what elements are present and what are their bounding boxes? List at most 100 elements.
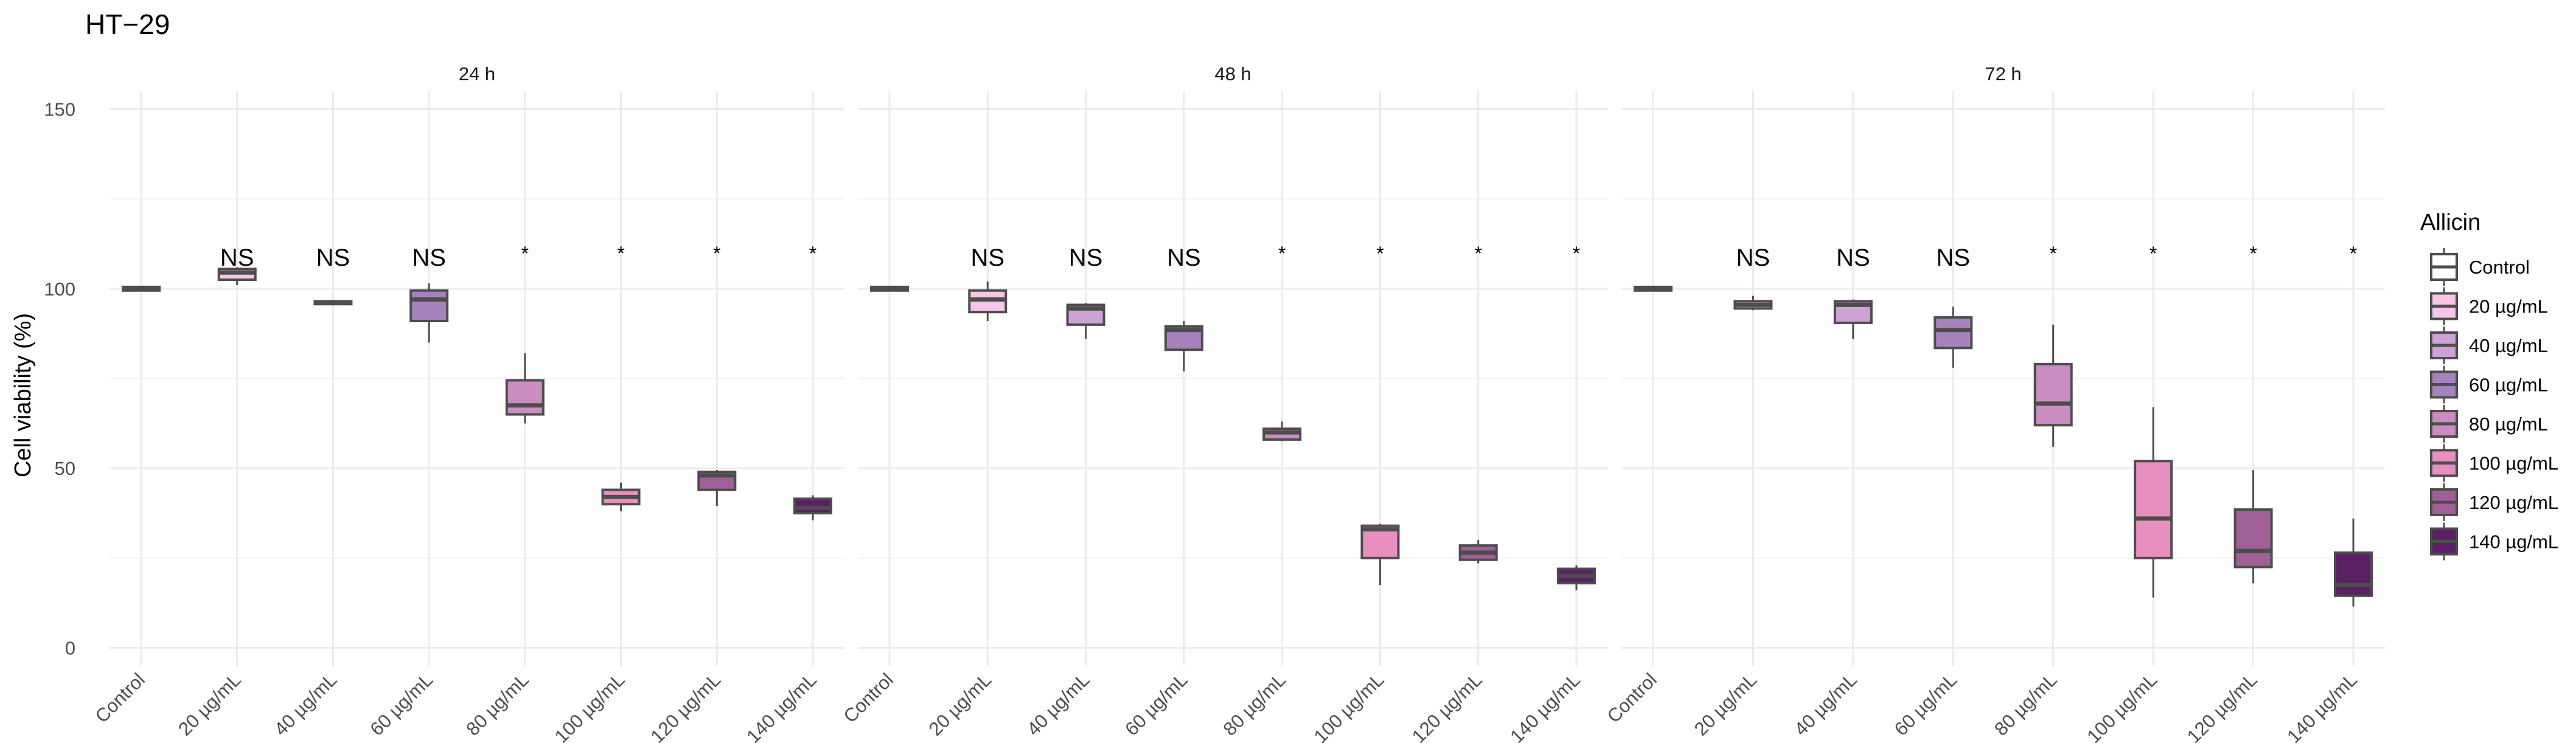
legend-key-5 — [2430, 444, 2458, 482]
significance-label: * — [1278, 243, 1286, 264]
legend-item-label: 80 µg/mL — [2469, 413, 2548, 435]
box-1 — [217, 267, 257, 285]
legend-key-2 — [2430, 327, 2458, 364]
legend-key-0 — [2430, 248, 2458, 286]
x-tick-label: Control — [840, 669, 897, 727]
significance-label: * — [1474, 243, 1481, 264]
significance-label: * — [713, 243, 720, 264]
box-7 — [2334, 518, 2373, 607]
box-4 — [505, 353, 545, 424]
legend: Allicin Control 20 µg/mL 40 µg/mL 60 µg/mL 80… — [2420, 210, 2558, 561]
significance-label: NS — [220, 244, 254, 271]
x-tick-label: 40 µg/mL — [1790, 669, 1861, 740]
box-3 — [1934, 306, 1973, 368]
y-tick-label: 50 — [55, 458, 75, 479]
box-0 — [122, 285, 161, 292]
chart-title: HT−29 — [85, 9, 170, 40]
significance-label: NS — [1167, 244, 1201, 271]
panel-label: 48 h — [1214, 63, 1251, 85]
box-5 — [1360, 524, 1400, 586]
legend-item-label: 120 µg/mL — [2469, 492, 2558, 513]
panel-2: 72 h NS NS NS * * * * Control 20 µg/mL 40 µg/mL 60 … — [1603, 63, 2385, 743]
legend-item-label: 100 µg/mL — [2469, 453, 2558, 474]
x-tick-label: 60 µg/mL — [1121, 669, 1192, 740]
box-4 — [2033, 324, 2073, 447]
box-2 — [313, 300, 353, 306]
y-tick-label: 100 — [44, 278, 75, 300]
x-tick-label: 120 µg/mL — [1408, 669, 1486, 743]
y-tick-label: 150 — [44, 99, 75, 120]
box-body — [409, 289, 449, 322]
x-tick-label: 120 µg/mL — [646, 669, 725, 743]
significance-label: * — [2249, 243, 2257, 264]
legend-key-7 — [2430, 522, 2458, 561]
x-tick-label: 40 µg/mL — [270, 669, 341, 740]
box-body — [2134, 460, 2173, 559]
panel-0: 24 h NS NS NS * * * * Control 20 µg/mL 40 µg/mL 60 … — [91, 63, 844, 743]
x-tick-label: 80 µg/mL — [1990, 669, 2061, 740]
x-tick-label: 20 µg/mL — [174, 669, 245, 740]
significance-label: NS — [1836, 244, 1870, 271]
x-tick-label: 100 µg/mL — [2083, 669, 2161, 743]
x-tick-label: 140 µg/mL — [2283, 669, 2361, 743]
panel-1: 48 h NS NS NS * * * * Control 20 µg/mL 40 µg/mL 60 … — [840, 63, 1608, 743]
box-1 — [968, 282, 1008, 321]
legend-key-4 — [2430, 405, 2458, 443]
box-2 — [1066, 303, 1105, 339]
x-tick-label: 140 µg/mL — [1506, 669, 1584, 743]
significance-label: NS — [1936, 244, 1970, 271]
box-2 — [1833, 299, 1873, 339]
box-5 — [2134, 407, 2173, 598]
box-body — [505, 379, 545, 416]
x-tick-label: 140 µg/mL — [742, 669, 821, 743]
box-5 — [601, 482, 641, 512]
box-6 — [1458, 540, 1498, 564]
box-7 — [1557, 565, 1596, 590]
x-tick-label: 20 µg/mL — [925, 669, 996, 740]
x-tick-label: 60 µg/mL — [1890, 669, 1962, 740]
x-tick-label: 40 µg/mL — [1023, 669, 1094, 740]
y-tick-label: 0 — [65, 637, 75, 658]
x-tick-label: Control — [91, 669, 149, 727]
x-tick-label: 80 µg/mL — [462, 669, 533, 740]
box-3 — [1164, 321, 1203, 372]
significance-label: NS — [970, 244, 1004, 271]
significance-label: * — [809, 243, 816, 264]
x-tick-label: 60 µg/mL — [366, 669, 437, 740]
x-tick-label: 100 µg/mL — [1310, 669, 1388, 743]
significance-label: * — [1573, 243, 1580, 264]
legend-key-3 — [2430, 365, 2458, 404]
box-0 — [1634, 285, 1673, 292]
box-6 — [697, 470, 737, 506]
box-body — [2233, 508, 2273, 568]
box-1 — [1733, 295, 1773, 311]
legend-title: Allicin — [2420, 210, 2480, 235]
box-3 — [409, 283, 449, 343]
legend-item-label: 140 µg/mL — [2469, 531, 2558, 553]
significance-label: * — [521, 243, 529, 264]
box-4 — [1262, 421, 1302, 441]
x-tick-label: Control — [1603, 669, 1661, 727]
box-body — [2334, 551, 2373, 597]
significance-label: * — [2049, 243, 2056, 264]
legend-key-6 — [2430, 483, 2458, 521]
box-7 — [793, 495, 832, 520]
significance-label: * — [2350, 243, 2357, 264]
box-body — [2033, 362, 2073, 427]
x-tick-label: 120 µg/mL — [2183, 669, 2261, 743]
box-6 — [2233, 470, 2273, 584]
legend-item-label: 20 µg/mL — [2469, 296, 2548, 317]
panels: 0 50 100 150 24 h NS NS NS * * * * Control 20 µg/mL 40… — [44, 63, 2385, 743]
significance-label: NS — [412, 244, 446, 271]
panel-label: 24 h — [459, 63, 495, 85]
box-0 — [870, 285, 909, 292]
significance-label: * — [2150, 243, 2157, 264]
legend-item-label: Control — [2469, 257, 2530, 278]
y-axis-label: Cell viability (%) — [10, 313, 36, 477]
significance-label: * — [617, 243, 624, 264]
significance-label: NS — [316, 244, 350, 271]
x-tick-label: 100 µg/mL — [551, 669, 629, 743]
x-tick-label: 20 µg/mL — [1690, 669, 1761, 740]
significance-label: NS — [1736, 244, 1770, 271]
